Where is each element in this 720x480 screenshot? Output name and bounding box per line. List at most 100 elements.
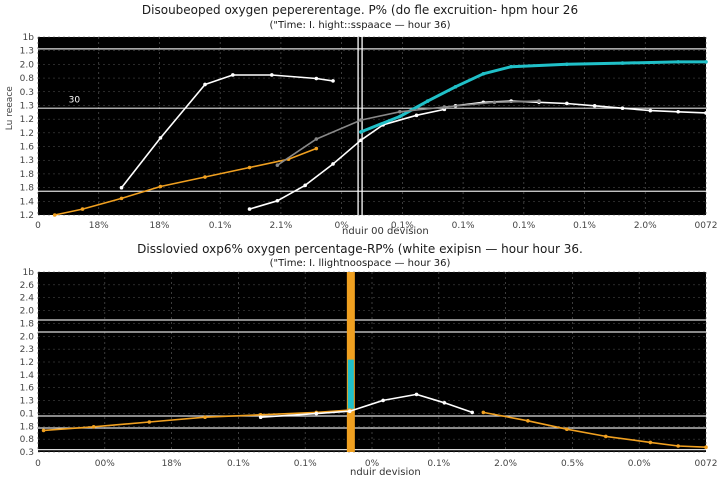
y-tick-label: 0.8: [20, 74, 35, 84]
series-line-3: [249, 108, 445, 210]
data-point: [119, 196, 124, 201]
data-point: [620, 61, 625, 65]
data-point: [414, 392, 419, 397]
data-point: [203, 175, 207, 179]
x-axis-label: nduir devision: [350, 467, 421, 478]
x-tick-label: 0: [35, 459, 41, 469]
x-tick-label: 0.1%: [427, 459, 450, 469]
y-tick-label: 0.1: [20, 409, 34, 419]
data-point: [270, 73, 274, 77]
data-point: [526, 419, 530, 423]
y-tick-label: 2.0: [20, 307, 35, 317]
y-tick-label: 2.0: [20, 332, 35, 342]
y-tick-label: 1.8: [20, 319, 35, 329]
data-point: [704, 111, 708, 115]
chart-title: Disoubeoped oxygen pepererentage. P% (do…: [142, 3, 578, 17]
y-tick-label: 1.3: [20, 397, 34, 407]
data-point: [247, 165, 252, 170]
data-point: [347, 409, 352, 414]
chart-panel-1: Disoubeoped oxygen pepererentage. P% (do…: [5, 3, 717, 237]
x-axis-label: nduir 00 devision: [342, 226, 429, 237]
data-point: [648, 108, 653, 113]
data-point: [676, 109, 680, 114]
y-tick-label: 1.4: [20, 197, 35, 207]
x-tick-label: 2.0%: [634, 221, 657, 231]
data-point: [331, 162, 335, 166]
x-tick-label: 0072: [695, 221, 718, 231]
data-point: [481, 71, 486, 76]
series-line-4: [360, 60, 706, 134]
data-point: [119, 185, 124, 190]
data-point: [537, 99, 541, 103]
data-point: [398, 109, 402, 114]
x-tick-label: 18%: [149, 221, 169, 231]
data-point: [565, 427, 569, 432]
data-point: [620, 106, 625, 110]
y-tick-label: 0.3: [20, 448, 34, 458]
data-point: [147, 420, 152, 424]
data-point: [203, 82, 207, 87]
data-point: [470, 410, 475, 415]
y-tick-label: 0.8: [20, 435, 35, 445]
x-tick-label: 2.0%: [494, 459, 517, 469]
x-tick-label: 0.1%: [294, 459, 317, 469]
data-point: [565, 62, 569, 67]
data-point: [203, 415, 207, 420]
data-point: [258, 415, 263, 420]
data-point: [359, 118, 363, 122]
y-tick-label: 2.4: [20, 294, 35, 304]
data-point: [676, 60, 680, 64]
data-point: [52, 213, 57, 217]
x-tick-label: 0%: [365, 459, 380, 469]
x-tick-label: 0.1%: [391, 221, 414, 231]
y-tick-label: 1.3: [20, 101, 34, 111]
data-point: [704, 445, 708, 450]
data-point: [275, 163, 280, 167]
y-tick-label: 1.8: [20, 170, 35, 180]
y-tick-label: 1.3: [20, 47, 34, 57]
data-point: [604, 434, 608, 439]
data-point: [648, 440, 653, 445]
x-tick-label: 0.1%: [452, 221, 475, 231]
y-tick-label: 2.3: [20, 345, 34, 355]
x-tick-label: 18%: [89, 221, 109, 231]
y-tick-label: 1b: [23, 268, 35, 278]
series-line-1: [54, 147, 317, 216]
y-tick-label: 1.2: [20, 129, 34, 139]
chart-title: Disslovied oxp6% oxygen percentage-RP% (…: [137, 242, 583, 256]
y-tick-label: 1.2: [20, 211, 34, 221]
data-point: [314, 411, 319, 416]
data-point: [398, 114, 402, 119]
data-point: [303, 183, 308, 188]
x-tick-label: 0.0%: [628, 459, 651, 469]
chart-subtitle: ("Time: I. hight::sspaace — hour 36): [269, 20, 450, 31]
y-tick-label: 1.6: [20, 143, 35, 153]
data-point: [314, 137, 319, 141]
data-point: [41, 428, 46, 433]
y-tick-label: 2.6: [20, 281, 35, 291]
data-point: [704, 60, 708, 64]
data-point: [359, 138, 363, 143]
data-point: [381, 398, 385, 403]
x-tick-label: 0072: [695, 459, 718, 469]
x-tick-label: 0: [35, 221, 41, 231]
data-point: [442, 105, 447, 109]
chart-panel-2: Disslovied oxp6% oxygen percentage-RP% (…: [20, 242, 718, 478]
y-tick-label: 1.3: [20, 156, 34, 166]
chart-subtitle: ("Time: I. llightnoospace — hour 36): [270, 258, 451, 269]
x-tick-label: 18%: [162, 459, 182, 469]
data-point: [359, 130, 363, 134]
x-tick-label: 0.1%: [227, 459, 250, 469]
data-point: [231, 73, 235, 77]
y-tick-label: 1.2: [20, 358, 34, 368]
y-tick-label: 1b: [23, 33, 35, 43]
y-tick-label: 1.2: [20, 115, 34, 125]
y-tick-label: 0.3: [20, 88, 34, 98]
vertical-bar-segment: [347, 359, 354, 409]
y-tick-label: 1.8: [20, 184, 35, 194]
data-point: [314, 146, 319, 151]
data-point: [676, 444, 680, 448]
data-point: [592, 104, 597, 108]
x-tick-label: 0%: [334, 221, 349, 231]
